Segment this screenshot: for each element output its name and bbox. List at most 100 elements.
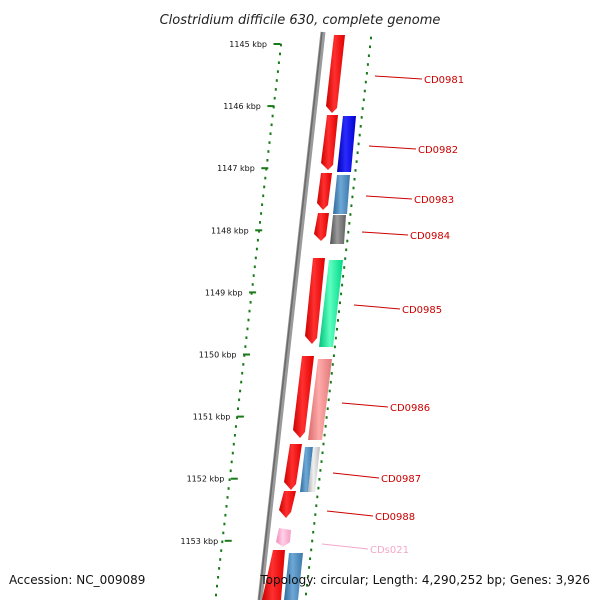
outer-dot [313, 522, 316, 525]
outer-dot [349, 213, 352, 216]
gene-label-cd0986[interactable]: CD0986 [390, 403, 430, 414]
outer-dot [331, 363, 334, 366]
gene-label-cd0981[interactable]: CD0981 [424, 75, 464, 86]
outer-dot [311, 539, 314, 543]
gene-label-leader [365, 195, 413, 200]
gene-cd0987-category-b[interactable] [308, 447, 320, 492]
gene-label-leader [374, 75, 423, 80]
inner-dot [221, 540, 224, 544]
gene-cd0982-category[interactable] [337, 116, 356, 172]
outer-dot [366, 63, 369, 66]
outer-dot [351, 195, 354, 199]
inner-dot [247, 318, 250, 322]
inner-dot [270, 123, 273, 127]
gene-label-cd0987[interactable]: CD0987 [381, 474, 421, 485]
inner-dot [253, 265, 256, 269]
gene-cd0986-forward[interactable] [293, 356, 314, 438]
gene-cd0986-category[interactable] [308, 359, 332, 440]
gene-label-leader [332, 472, 380, 479]
inner-dot [263, 185, 266, 189]
inner-dot [272, 105, 275, 109]
gene-cd0987-category-a[interactable] [300, 447, 313, 492]
outer-dot [315, 504, 318, 507]
gene-cds021-forward[interactable] [276, 528, 291, 547]
outer-dot [350, 204, 353, 207]
inner-dot [215, 593, 217, 597]
outer-dot [318, 478, 321, 481]
inner-dot [280, 43, 282, 47]
inner-dot [268, 141, 271, 144]
inner-dot [269, 132, 272, 135]
gene-label-leader [353, 304, 401, 310]
kbp-ticks: 1145 kbp 1146 kbp 1147 kbp 1148 kbp 1149 kbp… [180, 40, 281, 546]
outer-dot [321, 451, 324, 455]
inner-dot [245, 336, 248, 339]
inner-dot [218, 567, 221, 570]
gene-cd0985-forward[interactable] [305, 258, 325, 344]
inner-dot [230, 460, 233, 464]
outer-dot [357, 142, 360, 146]
outer-dot [308, 566, 311, 569]
inner-dot [244, 345, 247, 348]
gc-dotted-track-outer [305, 36, 372, 596]
outer-dot [322, 442, 325, 446]
gene-label-leader [361, 231, 409, 236]
gene-cd0983-category[interactable] [333, 175, 350, 214]
inner-dot [228, 478, 231, 481]
inner-dot [233, 434, 236, 437]
inner-dot [222, 531, 225, 535]
inner-dot [240, 380, 243, 384]
gene-cd0982-forward[interactable] [321, 115, 338, 170]
gene-label-cds021[interactable]: CDs021 [370, 545, 409, 556]
gene-cd0981-forward[interactable] [326, 35, 345, 113]
kbp-tick-label: 1153 kbp [180, 537, 218, 546]
gene-label-cd0982[interactable]: CD0982 [418, 145, 458, 156]
gene-cd0984-forward[interactable] [314, 213, 329, 241]
outer-dot [328, 389, 331, 393]
gene-label-leader [326, 510, 374, 517]
kbp-tick-label: 1149 kbp [205, 288, 243, 297]
inner-dot [229, 469, 232, 473]
gene-cd0984-category[interactable] [330, 215, 346, 244]
outer-dot [324, 425, 327, 428]
outer-dot [369, 45, 371, 49]
gene-cd0987-forward[interactable] [284, 444, 302, 490]
gene-label-cd0985[interactable]: CD0985 [402, 305, 442, 316]
outer-dot [309, 557, 312, 560]
inner-dot [216, 584, 218, 588]
gene-label-cd0988[interactable]: CD0988 [375, 512, 415, 523]
outer-dot [312, 530, 315, 534]
inner-dot [238, 398, 241, 402]
outer-dot [343, 266, 346, 269]
outer-dot [320, 460, 323, 463]
gene-label-cd0984[interactable]: CD0984 [410, 231, 450, 242]
kbp-tick-label: 1147 kbp [217, 164, 255, 173]
gene-cd0983-forward[interactable] [317, 173, 332, 210]
gene-next-forward[interactable] [262, 550, 285, 600]
outer-dot [306, 583, 308, 587]
inner-dot [254, 256, 257, 260]
inner-dot [261, 203, 264, 206]
outer-dot [347, 230, 350, 234]
outer-dot [316, 495, 319, 499]
kbp-tick-label: 1151 kbp [193, 413, 231, 422]
gene-cd0985-category[interactable] [319, 260, 343, 347]
inner-dot [227, 487, 230, 490]
inner-dot [256, 238, 259, 242]
inner-dot [239, 389, 242, 393]
outer-dot [332, 354, 335, 357]
outer-dot [362, 98, 365, 102]
outer-dot [364, 80, 367, 84]
inner-dot [223, 522, 226, 526]
gene-label-cd0983[interactable]: CD0983 [414, 195, 454, 206]
inner-dot [250, 292, 253, 295]
gene-cd0988-forward[interactable] [279, 491, 296, 518]
gene-labels: CD0981 CD0982 CD0983 CD0984 CD0985 CD0986 CD09… [321, 75, 464, 556]
gene-next-category[interactable] [284, 553, 303, 600]
kbp-tick-label: 1145 kbp [229, 40, 267, 49]
inner-dot [249, 301, 252, 304]
outer-dot [367, 54, 370, 57]
outer-dot [334, 336, 337, 340]
inner-dot [232, 442, 235, 446]
outer-dot [360, 116, 363, 119]
